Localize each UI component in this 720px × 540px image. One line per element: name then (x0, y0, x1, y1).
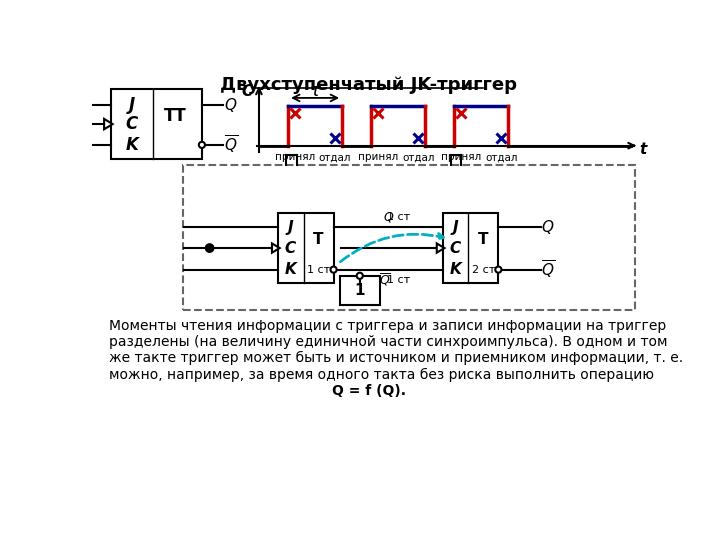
Text: C: C (285, 240, 296, 255)
Text: $\overline{Q}$: $\overline{Q}$ (379, 272, 391, 288)
Text: же такте триггер может быть и источником и приемником информации, т. е.: же такте триггер может быть и источником… (109, 351, 683, 366)
Text: Моменты чтения информации с триггера и записи информации на триггер: Моменты чтения информации с триггера и з… (109, 319, 666, 333)
Text: принял: принял (358, 152, 398, 162)
Text: можно, например, за время одного такта без риска выполнить операцию: можно, например, за время одного такта б… (109, 367, 654, 381)
Bar (278, 213, 333, 283)
Text: принял: принял (275, 152, 315, 162)
Circle shape (330, 267, 337, 273)
Bar (183, 165, 636, 309)
Text: $Q$: $Q$ (225, 96, 238, 114)
Text: J: J (288, 220, 293, 235)
Text: ТТ: ТТ (164, 107, 187, 125)
Text: Двухступенчатый JK-триггер: Двухступенчатый JK-триггер (220, 76, 518, 93)
Text: J: J (129, 96, 135, 114)
Circle shape (199, 142, 205, 148)
Text: K: K (125, 136, 138, 154)
Text: разделены (на величину единичной части синхроимпульса). В одном и том: разделены (на величину единичной части с… (109, 335, 667, 349)
Text: C: C (126, 115, 138, 133)
Bar (111, 90, 202, 159)
Text: Q = f (Q).: Q = f (Q). (332, 383, 406, 397)
Text: K: K (284, 262, 297, 277)
Text: $Q$: $Q$ (541, 218, 554, 237)
Text: 1 ст: 1 ст (307, 265, 330, 275)
Text: отдал: отдал (319, 152, 351, 162)
Text: t: t (639, 142, 647, 157)
Text: $Q$: $Q$ (382, 210, 394, 224)
Text: 1: 1 (354, 283, 365, 298)
Text: $\overline{Q}$: $\overline{Q}$ (541, 259, 554, 281)
Circle shape (495, 267, 501, 273)
Bar (443, 213, 498, 283)
Text: 1 ст: 1 ст (387, 212, 410, 222)
Polygon shape (272, 244, 279, 253)
Text: T: T (313, 232, 323, 247)
Text: $\overline{Q}$: $\overline{Q}$ (224, 134, 238, 156)
Text: J: J (452, 220, 458, 235)
Polygon shape (104, 119, 112, 129)
Text: отдал: отдал (402, 152, 435, 162)
Text: C: C (241, 84, 253, 99)
Text: 1 ст: 1 ст (387, 275, 410, 285)
Circle shape (206, 244, 213, 252)
Polygon shape (437, 244, 444, 253)
Text: C: C (449, 240, 461, 255)
Text: K: K (449, 262, 462, 277)
Text: принял: принял (441, 152, 482, 162)
Circle shape (356, 273, 363, 279)
Bar (340, 276, 379, 305)
Text: отдал: отдал (485, 152, 518, 162)
Text: T: T (477, 232, 488, 247)
Text: $\tau$: $\tau$ (309, 82, 322, 100)
Text: 2 ст: 2 ст (472, 265, 495, 275)
